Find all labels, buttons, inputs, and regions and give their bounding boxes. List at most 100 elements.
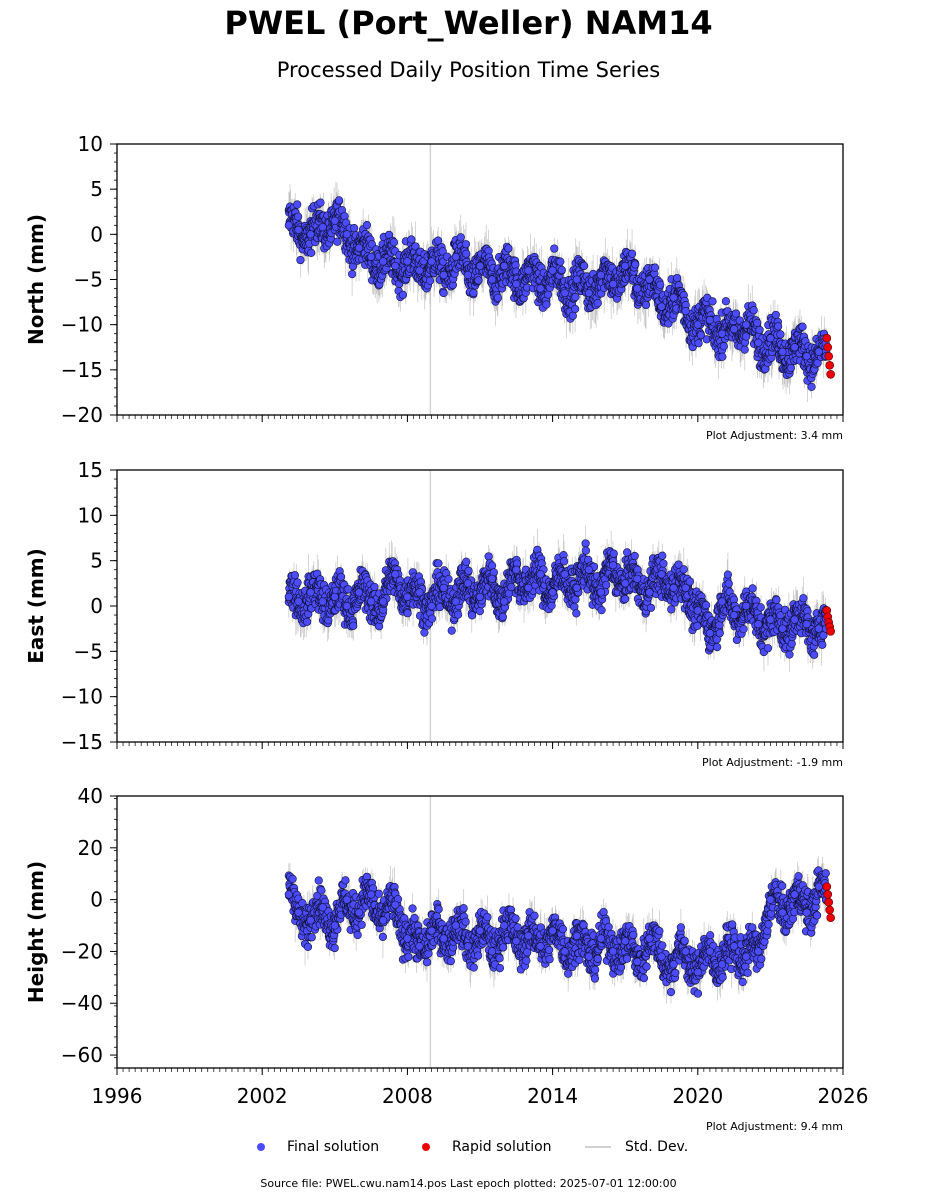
final-solution-point — [475, 607, 485, 616]
final-solution-point — [284, 221, 293, 230]
y-tick-label: −15 — [61, 358, 103, 382]
final-solution-point — [580, 261, 589, 270]
final-solution-point — [403, 257, 412, 266]
final-solution-point — [462, 249, 471, 258]
final-solution-point — [306, 230, 315, 239]
final-solution-point — [367, 252, 376, 262]
final-solution-point — [742, 320, 751, 329]
final-solution-point — [330, 216, 339, 225]
final-solution-point — [705, 316, 715, 325]
final-solution-point — [316, 198, 325, 207]
final-solution-point — [403, 609, 412, 618]
final-solution-point — [776, 330, 785, 339]
final-solution-point — [439, 288, 448, 298]
final-solution-point — [475, 261, 485, 271]
final-solution-point — [456, 233, 465, 242]
final-solution-point — [571, 304, 580, 314]
final-solution-point — [645, 275, 654, 284]
final-solution-point — [694, 339, 703, 348]
final-solution-point — [719, 342, 728, 351]
final-solution-point — [444, 575, 453, 584]
final-solution-point — [342, 230, 352, 239]
final-solution-point — [469, 288, 478, 298]
final-solution-point — [348, 270, 357, 279]
final-solution-point — [407, 235, 416, 244]
final-solution-point — [774, 322, 783, 331]
final-solution-point — [391, 261, 400, 271]
final-solution-point — [461, 240, 471, 249]
final-solution-point — [294, 225, 303, 234]
y-tick-label: −20 — [61, 403, 103, 427]
final-solution-point — [333, 237, 342, 246]
final-solution-point — [498, 612, 507, 621]
final-solution-point — [318, 223, 327, 232]
final-solution-point — [749, 306, 758, 315]
final-solution-point — [307, 248, 316, 257]
final-solution-point — [427, 257, 436, 266]
final-solution-point — [708, 297, 717, 306]
final-solution-point — [451, 252, 460, 262]
chart-title: PWEL (Port_Weller) NAM14 — [224, 4, 713, 42]
final-solution-point — [334, 196, 344, 205]
final-solution-point — [524, 266, 533, 275]
final-solution-point — [807, 382, 816, 391]
final-solution-point — [542, 300, 551, 309]
final-solution-point — [621, 261, 630, 271]
y-axis-label: North (mm) — [24, 214, 48, 345]
final-solution-point — [303, 617, 312, 626]
final-solution-point — [433, 236, 443, 245]
y-tick-label: −10 — [61, 313, 103, 337]
final-solution-point — [669, 293, 678, 302]
final-solution-point — [596, 270, 606, 280]
final-solution-point — [593, 299, 602, 308]
final-solution-point — [556, 257, 565, 266]
y-tick-label: 10 — [78, 132, 103, 156]
final-solution-point — [571, 292, 580, 302]
chart-subtitle: Processed Daily Position Time Series — [276, 58, 661, 82]
final-solution-point — [415, 266, 424, 275]
final-solution-point — [488, 561, 497, 570]
final-solution-points — [284, 196, 831, 391]
final-solution-point — [484, 552, 493, 561]
final-solution-point — [584, 288, 594, 298]
x-minor-ticks — [116, 415, 844, 419]
final-solution-point — [294, 212, 303, 221]
final-solution-point — [464, 566, 473, 575]
final-solution-point — [354, 243, 364, 252]
final-solution-point — [425, 276, 435, 285]
final-solution-point — [463, 270, 473, 280]
std-dev-bars — [288, 182, 827, 402]
plot-adjustment-label: Plot Adjustment: 3.4 mm — [706, 429, 843, 442]
final-solution-point — [581, 539, 590, 548]
final-solution-point — [439, 270, 448, 280]
final-solution-point — [293, 200, 302, 209]
final-solution-point — [581, 546, 590, 555]
final-solution-point — [798, 322, 807, 331]
rapid-solution-point — [826, 370, 835, 379]
final-solution-point — [778, 347, 787, 356]
y-tick-label: −5 — [74, 268, 103, 292]
final-solution-point — [721, 297, 730, 306]
final-solution-point — [462, 557, 471, 566]
final-solution-point — [504, 244, 513, 253]
final-solution-point — [447, 626, 456, 635]
final-solution-point — [790, 343, 799, 352]
final-solution-point — [572, 609, 581, 618]
final-solution-point — [398, 290, 408, 300]
final-solution-point — [771, 310, 780, 320]
final-solution-point — [572, 275, 581, 284]
final-solution-point — [627, 249, 637, 258]
final-solution-point — [427, 614, 437, 623]
final-solution-point — [547, 601, 556, 610]
final-solution-point — [336, 572, 346, 581]
final-solution-point — [814, 347, 823, 356]
final-solution-point — [657, 302, 666, 311]
final-solution-point — [474, 276, 483, 285]
rapid-solution-point — [822, 333, 832, 343]
final-solution-point — [633, 284, 642, 293]
final-solution-point — [608, 279, 618, 289]
final-solution-point — [672, 273, 682, 283]
final-solution-point — [500, 261, 509, 271]
final-solution-point — [488, 275, 497, 284]
final-solution-point — [350, 224, 359, 233]
